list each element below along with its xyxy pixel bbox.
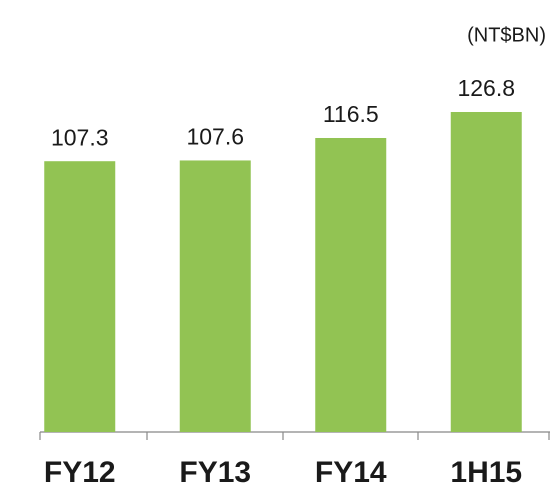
x-tick-label: 1H15 (450, 456, 522, 489)
bar (179, 160, 251, 432)
bar (315, 137, 387, 432)
x-tick-label: FY14 (315, 456, 387, 489)
value-label: 116.5 (323, 101, 379, 127)
value-label: 107.6 (186, 124, 244, 150)
value-label: 126.8 (457, 75, 515, 101)
x-tick-label: FY13 (179, 456, 251, 489)
bar (44, 161, 116, 432)
unit-label: (NT$BN) (467, 24, 546, 46)
value-label: 107.3 (51, 124, 109, 150)
x-tick-label: FY12 (44, 456, 116, 489)
bar (450, 112, 522, 432)
